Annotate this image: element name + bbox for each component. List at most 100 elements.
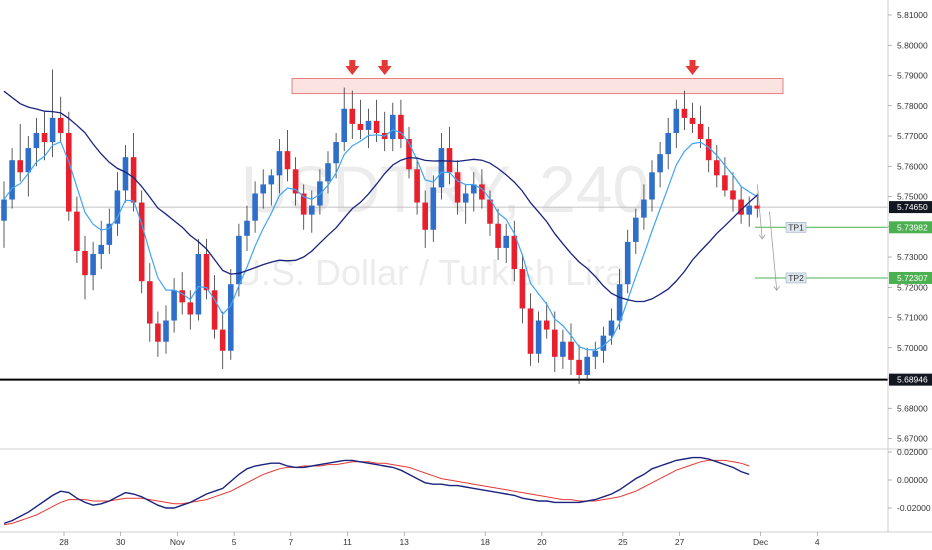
candle [503, 223, 509, 264]
time-tick-label: 18 [480, 537, 490, 547]
price-label-box [889, 373, 932, 386]
candle [560, 329, 566, 369]
candle [122, 145, 129, 203]
candle-body [422, 202, 428, 230]
candle-body [284, 151, 291, 170]
candle [390, 102, 396, 152]
candle-body [276, 151, 283, 176]
price-tick-label: 5.79000 [897, 71, 928, 81]
candle-body [138, 202, 145, 282]
candle [260, 169, 266, 209]
candle [66, 111, 72, 221]
candle-body [624, 241, 631, 285]
candle [754, 193, 761, 218]
candle-body [414, 169, 420, 203]
candle [9, 148, 15, 209]
macd-line [3, 456, 750, 525]
candle [657, 142, 663, 188]
candle-body [122, 157, 129, 191]
candle-body [543, 320, 550, 330]
candle [187, 290, 194, 330]
candle [624, 229, 631, 294]
candle [365, 108, 372, 149]
candle-body [560, 341, 566, 357]
candle [25, 136, 32, 197]
candle [616, 269, 623, 330]
candle [309, 190, 315, 233]
candle-body [600, 335, 607, 351]
candle [568, 323, 574, 375]
macd-tick-label: 0.02000 [897, 447, 928, 457]
candle [519, 253, 526, 324]
tp1-label: TP1 [788, 222, 804, 232]
candle-body [641, 199, 647, 218]
candle-body [155, 323, 161, 342]
candle-body [479, 184, 485, 200]
candle [300, 184, 307, 230]
candle [406, 126, 412, 179]
time-tick-label: 11 [343, 537, 352, 547]
candle-body [260, 184, 266, 194]
time-tick-label: 30 [116, 537, 126, 547]
price-label-box [889, 221, 932, 234]
candle-body [730, 190, 736, 200]
candle [292, 157, 299, 206]
candle [138, 190, 145, 294]
candle-body [33, 132, 40, 149]
candle-body [714, 160, 720, 176]
candle-body [608, 320, 615, 336]
candle [543, 302, 550, 339]
candle [49, 69, 56, 158]
candle-body [406, 139, 412, 170]
candle [325, 151, 331, 194]
candle-body [633, 217, 639, 242]
candle-body [552, 329, 558, 357]
candle [665, 117, 671, 170]
candle-body [673, 108, 680, 133]
price-tick-label: 5.72000 [897, 282, 928, 292]
time-tick-label: 25 [618, 537, 628, 547]
price-tick-label: 5.75000 [897, 192, 928, 202]
candle-body [228, 284, 234, 351]
candle [163, 305, 169, 354]
price-tick-label: 5.80000 [897, 40, 928, 50]
candle-body [519, 269, 526, 309]
candle-body [309, 205, 315, 215]
candle-body [398, 114, 404, 140]
candle-body [252, 193, 258, 221]
candle-body [163, 320, 169, 342]
candle-body [219, 329, 226, 351]
candle-body [390, 114, 396, 140]
candle [398, 99, 404, 149]
candle [17, 123, 23, 182]
candle [552, 311, 558, 372]
candle-body [689, 117, 696, 124]
price-label-box [889, 271, 932, 284]
projection-arrow [769, 211, 778, 291]
time-tick-label: 20 [537, 537, 547, 547]
candle-body [57, 117, 64, 133]
candle [576, 344, 582, 385]
candle [705, 126, 712, 173]
candle [689, 102, 696, 133]
candle [527, 293, 534, 366]
tp1-label-box [785, 221, 807, 233]
candle [211, 275, 218, 339]
candle [738, 187, 744, 224]
time-tick-label: Dec [753, 537, 769, 547]
projection-arrowhead [773, 286, 781, 291]
candle [341, 87, 347, 152]
candle [82, 235, 88, 300]
candle-body [357, 123, 364, 130]
candle [74, 196, 80, 264]
candle-body [649, 172, 655, 200]
down-arrow-marker [377, 60, 392, 75]
down-arrow-marker [685, 60, 700, 75]
price-tick-label: 5.81000 [897, 10, 928, 20]
price-tick-label: 5.68000 [897, 403, 928, 413]
time-tick-label: 28 [59, 537, 69, 547]
candle-body [446, 148, 453, 173]
candle-body [114, 190, 121, 224]
candle-body [722, 175, 728, 191]
